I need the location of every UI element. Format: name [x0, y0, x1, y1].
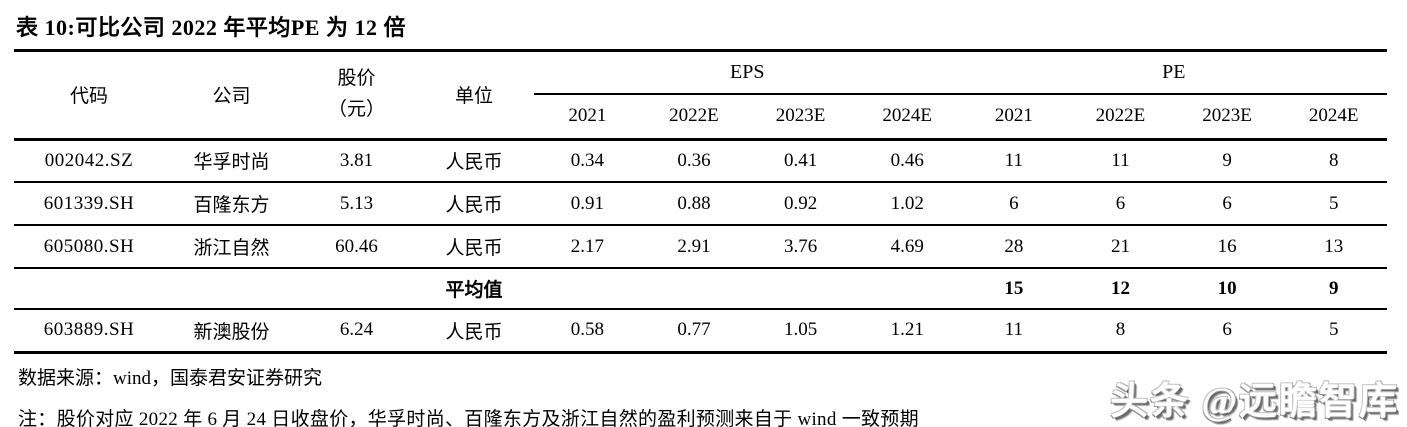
header-company: 公司: [164, 52, 299, 141]
cell-code: 601339.SH: [14, 182, 164, 226]
cell-eps-2023e: 0.41: [747, 139, 854, 183]
cell-pe-2022e: 21: [1067, 225, 1174, 269]
cell-pe-2021: 28: [960, 225, 1068, 269]
header-price-line2: （元）: [327, 98, 385, 120]
table-row: 603889.SH 新澳股份 6.24 人民币 0.58 0.77 1.05 1…: [14, 309, 1387, 354]
header-pe-2021: 2021: [960, 94, 1068, 141]
cell-pe-2022e: 11: [1067, 139, 1174, 183]
table-row: 605080.SH 浙江自然 60.46 人民币 2.17 2.91 3.76 …: [14, 225, 1387, 269]
data-source-line: 数据来源：wind，国泰君安证券研究: [18, 367, 323, 389]
cell-price: 3.81: [299, 139, 414, 183]
cell-unit: 人民币: [414, 182, 534, 226]
cell-pe-2021: 11: [960, 309, 1068, 354]
table-row: 002042.SZ 华孚时尚 3.81 人民币 0.34 0.36 0.41 0…: [14, 139, 1387, 183]
cell-pe-2024e: 5: [1280, 182, 1387, 226]
header-price-line1: 股价: [337, 68, 376, 90]
header-eps-group: EPS: [534, 52, 961, 95]
cell-eps-2023e: 1.05: [747, 309, 854, 354]
average-row: 平均值 15 12 10 9: [14, 268, 1387, 310]
cell-eps-2024e: 0.46: [853, 139, 961, 183]
note-line: 注：股价对应 2022 年 6 月 24 日收盘价，华孚时尚、百隆东方及浙江自然…: [18, 408, 919, 427]
cell-code-empty: [14, 268, 164, 310]
cell-eps-2021: 0.34: [534, 139, 641, 183]
watermark-toutiao-yuanzhan: 头条 @远瞻智库: [1110, 381, 1399, 423]
cell-eps-empty: [853, 268, 961, 310]
cell-eps-2022e: 0.88: [640, 182, 748, 226]
cell-eps-2021: 0.58: [534, 309, 641, 354]
cell-unit: 人民币: [414, 225, 534, 269]
cell-price: 6.24: [299, 309, 414, 354]
cell-unit: 人民币: [414, 139, 534, 183]
table-row: 601339.SH 百隆东方 5.13 人民币 0.91 0.88 0.92 1…: [14, 182, 1387, 226]
cell-eps-2022e: 0.36: [640, 139, 748, 183]
cell-pe-2021: 6: [960, 182, 1068, 226]
cell-pe-2024e: 13: [1280, 225, 1387, 269]
header-code: 代码: [14, 52, 164, 141]
cell-pe-avg-2022e: 12: [1067, 268, 1174, 310]
cell-pe-2023e: 6: [1173, 182, 1281, 226]
cell-eps-2023e: 0.92: [747, 182, 854, 226]
cell-price: 5.13: [299, 182, 414, 226]
cell-eps-2021: 2.17: [534, 225, 641, 269]
cell-company: 华孚时尚: [164, 139, 299, 183]
cell-code: 605080.SH: [14, 225, 164, 269]
cell-pe-2022e: 8: [1067, 309, 1174, 354]
cell-eps-2024e: 1.21: [853, 309, 961, 354]
cell-eps-2022e: 2.91: [640, 225, 748, 269]
table-header: 代码 公司 股价 （元） 单位 EPS PE 2021 2022E 2023E …: [14, 52, 1387, 141]
cell-price: 60.46: [299, 225, 414, 269]
header-pe-2022e: 2022E: [1067, 94, 1174, 141]
cell-pe-2023e: 16: [1173, 225, 1281, 269]
header-eps-2024e: 2024E: [853, 94, 961, 141]
header-eps-2021: 2021: [534, 94, 641, 141]
header-eps-2023e: 2023E: [747, 94, 854, 141]
table-title: 表 10:可比公司 2022 年平均PE 为 12 倍: [14, 8, 1387, 52]
header-unit: 单位: [414, 52, 534, 141]
cell-pe-2024e: 8: [1280, 139, 1387, 183]
comparable-companies-table: 代码 公司 股价 （元） 单位 EPS PE 2021 2022E 2023E …: [14, 52, 1387, 354]
cell-unit: 人民币: [414, 309, 534, 354]
header-pe-2024e: 2024E: [1280, 94, 1387, 141]
cell-price-empty: [299, 268, 414, 310]
cell-pe-2023e: 9: [1173, 139, 1281, 183]
cell-eps-empty: [534, 268, 641, 310]
cell-eps-2024e: 4.69: [853, 225, 961, 269]
header-eps-2022e: 2022E: [640, 94, 748, 141]
cell-company: 新澳股份: [164, 309, 299, 354]
cell-eps-empty: [640, 268, 748, 310]
cell-eps-2023e: 3.76: [747, 225, 854, 269]
cell-pe-2023e: 6: [1173, 309, 1281, 354]
cell-code: 603889.SH: [14, 309, 164, 354]
header-pe-group: PE: [960, 52, 1387, 95]
cell-eps-2024e: 1.02: [853, 182, 961, 226]
cell-code: 002042.SZ: [14, 139, 164, 183]
cell-eps-empty: [747, 268, 854, 310]
cell-company-empty: [164, 268, 299, 310]
cell-eps-2022e: 0.77: [640, 309, 748, 354]
header-price: 股价 （元）: [299, 52, 414, 141]
cell-eps-2021: 0.91: [534, 182, 641, 226]
cell-company: 百隆东方: [164, 182, 299, 226]
cell-pe-avg-2021: 15: [960, 268, 1068, 310]
cell-pe-2024e: 5: [1280, 309, 1387, 354]
cell-company: 浙江自然: [164, 225, 299, 269]
header-pe-2023e: 2023E: [1173, 94, 1281, 141]
cell-pe-avg-2023e: 10: [1173, 268, 1281, 310]
cell-pe-2022e: 6: [1067, 182, 1174, 226]
cell-pe-2021: 11: [960, 139, 1068, 183]
cell-pe-avg-2024e: 9: [1280, 268, 1387, 310]
average-label: 平均值: [414, 268, 534, 310]
